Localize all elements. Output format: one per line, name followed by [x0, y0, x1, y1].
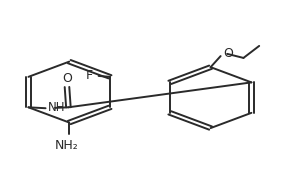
Text: F: F	[86, 68, 93, 81]
Text: NH: NH	[48, 101, 65, 114]
Text: O: O	[224, 47, 233, 60]
Text: NH₂: NH₂	[55, 139, 78, 152]
Text: O: O	[62, 72, 72, 85]
